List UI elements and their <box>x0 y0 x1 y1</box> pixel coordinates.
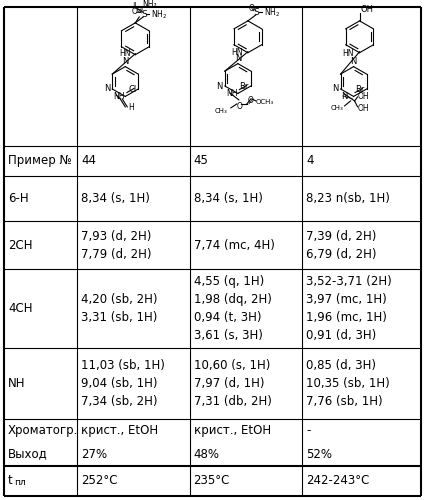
Text: 7,39 (d, 2H)
6,79 (d, 2H): 7,39 (d, 2H) 6,79 (d, 2H) <box>306 230 377 260</box>
Text: 4,55 (q, 1H)
1,98 (dq, 2H)
0,94 (t, 3H)
3,61 (s, 3H): 4,55 (q, 1H) 1,98 (dq, 2H) 0,94 (t, 3H) … <box>193 275 272 342</box>
Text: -: - <box>306 424 311 438</box>
Text: 45: 45 <box>193 154 208 168</box>
Text: HN: HN <box>119 50 130 58</box>
Text: 0,85 (d, 3H)
10,35 (sb, 1H)
7,76 (sb, 1H): 0,85 (d, 3H) 10,35 (sb, 1H) 7,76 (sb, 1H… <box>306 360 390 408</box>
Text: Пример №: Пример № <box>8 154 72 168</box>
Text: Хроматогр.: Хроматогр. <box>8 424 78 438</box>
Text: 4,20 (sb, 2H)
3,31 (sb, 1H): 4,20 (sb, 2H) 3,31 (sb, 1H) <box>81 293 158 324</box>
Text: NH: NH <box>8 378 25 390</box>
Text: N: N <box>216 82 223 90</box>
Text: 8,34 (s, 1H): 8,34 (s, 1H) <box>81 192 150 205</box>
Text: 2CH: 2CH <box>8 238 32 252</box>
Text: Cl: Cl <box>128 86 136 94</box>
Text: Br: Br <box>239 82 249 92</box>
Text: 7,93 (d, 2H)
7,79 (d, 2H): 7,93 (d, 2H) 7,79 (d, 2H) <box>81 230 151 260</box>
Text: OH: OH <box>357 92 369 102</box>
Text: NH: NH <box>113 92 125 101</box>
Text: 4: 4 <box>306 154 314 168</box>
Text: N: N <box>350 56 357 66</box>
Text: HN: HN <box>342 50 354 58</box>
Text: t: t <box>8 474 13 488</box>
Text: N: N <box>235 54 241 62</box>
Text: N: N <box>332 84 339 94</box>
Text: крист., EtOH: крист., EtOH <box>193 424 271 438</box>
Text: 48%: 48% <box>193 448 220 460</box>
Text: OCH₃: OCH₃ <box>256 99 274 105</box>
Text: 52%: 52% <box>306 448 332 460</box>
Text: O: O <box>237 102 243 111</box>
Text: O: O <box>131 8 137 16</box>
Text: $\rm NH_2$: $\rm NH_2$ <box>151 8 168 21</box>
Text: 27%: 27% <box>81 448 107 460</box>
Text: N: N <box>104 84 110 94</box>
Text: $\rm NH_2$: $\rm NH_2$ <box>264 6 280 19</box>
Text: $\rm O$: $\rm O$ <box>248 2 255 14</box>
Text: H: H <box>128 104 134 112</box>
Text: 6-H: 6-H <box>8 192 28 205</box>
Text: S: S <box>136 6 141 16</box>
Text: OH: OH <box>360 6 374 15</box>
Text: $\rm O$: $\rm O$ <box>136 4 143 16</box>
Text: 11,03 (sb, 1H)
9,04 (sb, 1H)
7,34 (sb, 2H): 11,03 (sb, 1H) 9,04 (sb, 1H) 7,34 (sb, 2… <box>81 360 165 408</box>
Text: 8,23 n(sb, 1H): 8,23 n(sb, 1H) <box>306 192 390 205</box>
Text: 242-243°C: 242-243°C <box>306 474 369 488</box>
Text: Br: Br <box>355 86 365 94</box>
Text: 44: 44 <box>81 154 96 168</box>
Text: 252°C: 252°C <box>81 474 117 488</box>
Text: CH₃: CH₃ <box>215 108 228 114</box>
Text: N: N <box>342 92 348 101</box>
Text: ‖: ‖ <box>133 2 136 10</box>
Text: Выход: Выход <box>8 448 48 460</box>
Text: 10,60 (s, 1H)
7,97 (d, 1H)
7,31 (db, 2H): 10,60 (s, 1H) 7,97 (d, 1H) 7,31 (db, 2H) <box>193 360 272 408</box>
Text: 8,34 (s, 1H): 8,34 (s, 1H) <box>193 192 263 205</box>
Text: 7,74 (mc, 4H): 7,74 (mc, 4H) <box>193 238 275 252</box>
Text: NH: NH <box>226 89 238 98</box>
Text: пл: пл <box>14 478 26 488</box>
Text: 3,52-3,71 (2H)
3,97 (mc, 1H)
1,96 (mc, 1H)
0,91 (d, 3H): 3,52-3,71 (2H) 3,97 (mc, 1H) 1,96 (mc, 1… <box>306 275 392 342</box>
Text: NH₂: NH₂ <box>142 0 157 10</box>
Text: HN: HN <box>232 48 243 57</box>
Text: крист., EtOH: крист., EtOH <box>81 424 158 438</box>
Text: $\rm S$: $\rm S$ <box>253 6 261 18</box>
Text: CH₃: CH₃ <box>331 105 343 111</box>
Text: N: N <box>122 56 128 66</box>
Text: O: O <box>248 96 254 106</box>
Text: $\rm S$: $\rm S$ <box>141 8 148 20</box>
Text: OH: OH <box>357 104 369 114</box>
Text: 4CH: 4CH <box>8 302 32 315</box>
Text: 235°C: 235°C <box>193 474 230 488</box>
